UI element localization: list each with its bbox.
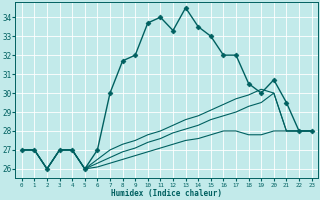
X-axis label: Humidex (Indice chaleur): Humidex (Indice chaleur)	[111, 189, 222, 198]
